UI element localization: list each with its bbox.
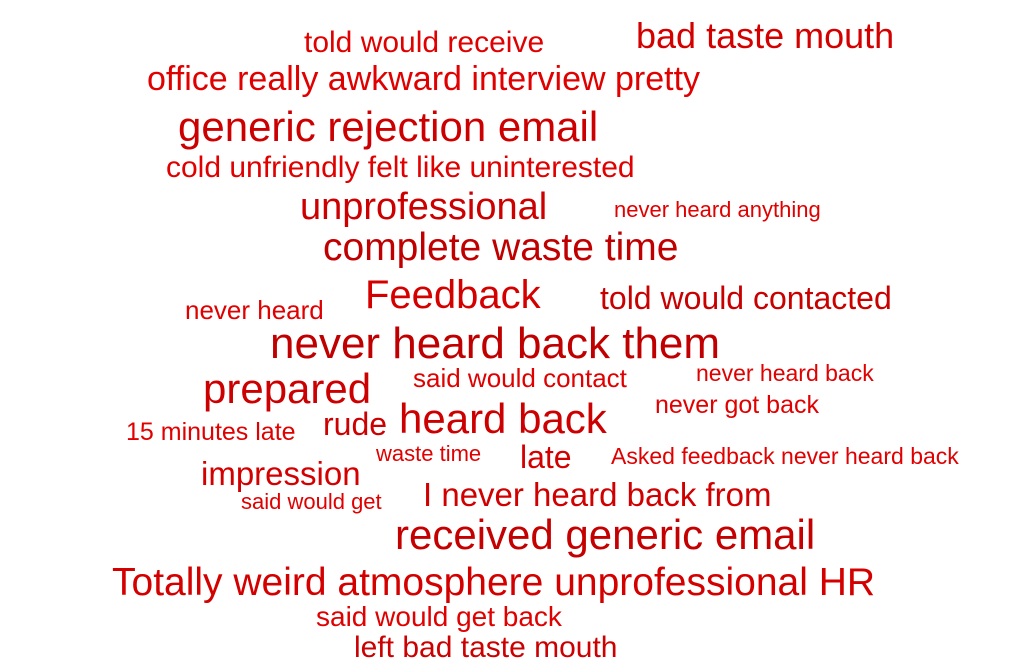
word-office-really-awkward-interview-pretty: office really awkward interview pretty <box>147 60 701 98</box>
word-never-heard-anything: never heard anything <box>614 197 821 222</box>
word-told-would-contacted: told would contacted <box>600 280 892 316</box>
word-unprofessional: unprofessional <box>300 186 548 228</box>
word-never-heard-back-them: never heard back them <box>270 319 721 368</box>
word-late: late <box>520 439 572 475</box>
word-waste-time: waste time <box>376 441 482 466</box>
word-never-heard: never heard <box>185 295 324 325</box>
word-cold-unfriendly-felt-like-uninterested: cold unfriendly felt like uninterested <box>166 151 635 184</box>
word-impression: impression <box>201 455 361 492</box>
word-15-minutes-late: 15 minutes late <box>126 418 296 446</box>
word-said-would-get: said would get <box>241 489 382 514</box>
word-generic-rejection-email: generic rejection email <box>178 103 599 150</box>
word-bad-taste-mouth: bad taste mouth <box>636 15 895 56</box>
word-feedback: Feedback <box>365 273 541 317</box>
word-never-heard-back: never heard back <box>696 360 874 386</box>
word-told-would-receive: told would receive <box>304 26 545 59</box>
word-complete-waste-time: complete waste time <box>323 226 679 269</box>
word-rude: rude <box>323 406 388 442</box>
word-asked-feedback-never-heard-back: Asked feedback never heard back <box>611 443 959 469</box>
word-heard-back: heard back <box>399 395 607 442</box>
word-totally-weird-atmosphere-unprofessional-hr: Totally weird atmosphere unprofessional … <box>112 561 876 604</box>
word-never-got-back: never got back <box>655 391 819 419</box>
word-received-generic-email: received generic email <box>395 511 816 558</box>
word-said-would-contact: said would contact <box>413 363 627 393</box>
word-i-never-heard-back-from: I never heard back from <box>423 476 772 513</box>
word-left-bad-taste-mouth: left bad taste mouth <box>354 631 618 664</box>
word-prepared: prepared <box>203 365 372 412</box>
word-said-would-get-back: said would get back <box>316 601 562 632</box>
